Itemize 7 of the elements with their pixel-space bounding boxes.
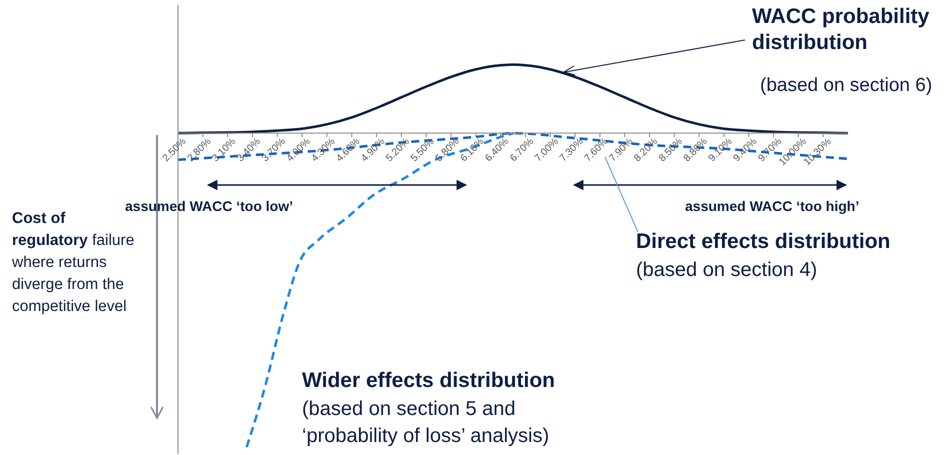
text: Direct effects distribution xyxy=(636,229,892,255)
annotation: (based on section 4) xyxy=(636,258,818,283)
text: WACC probability distribution xyxy=(752,4,930,56)
annotation: assumed WACC ‘too high’ xyxy=(685,198,860,214)
annotation: (based on section 6) xyxy=(760,74,934,98)
series-label: Wider effects distribution xyxy=(302,368,556,394)
annotation: (based on section 5 and ‘probability of loss’ analysis) xyxy=(302,397,550,449)
